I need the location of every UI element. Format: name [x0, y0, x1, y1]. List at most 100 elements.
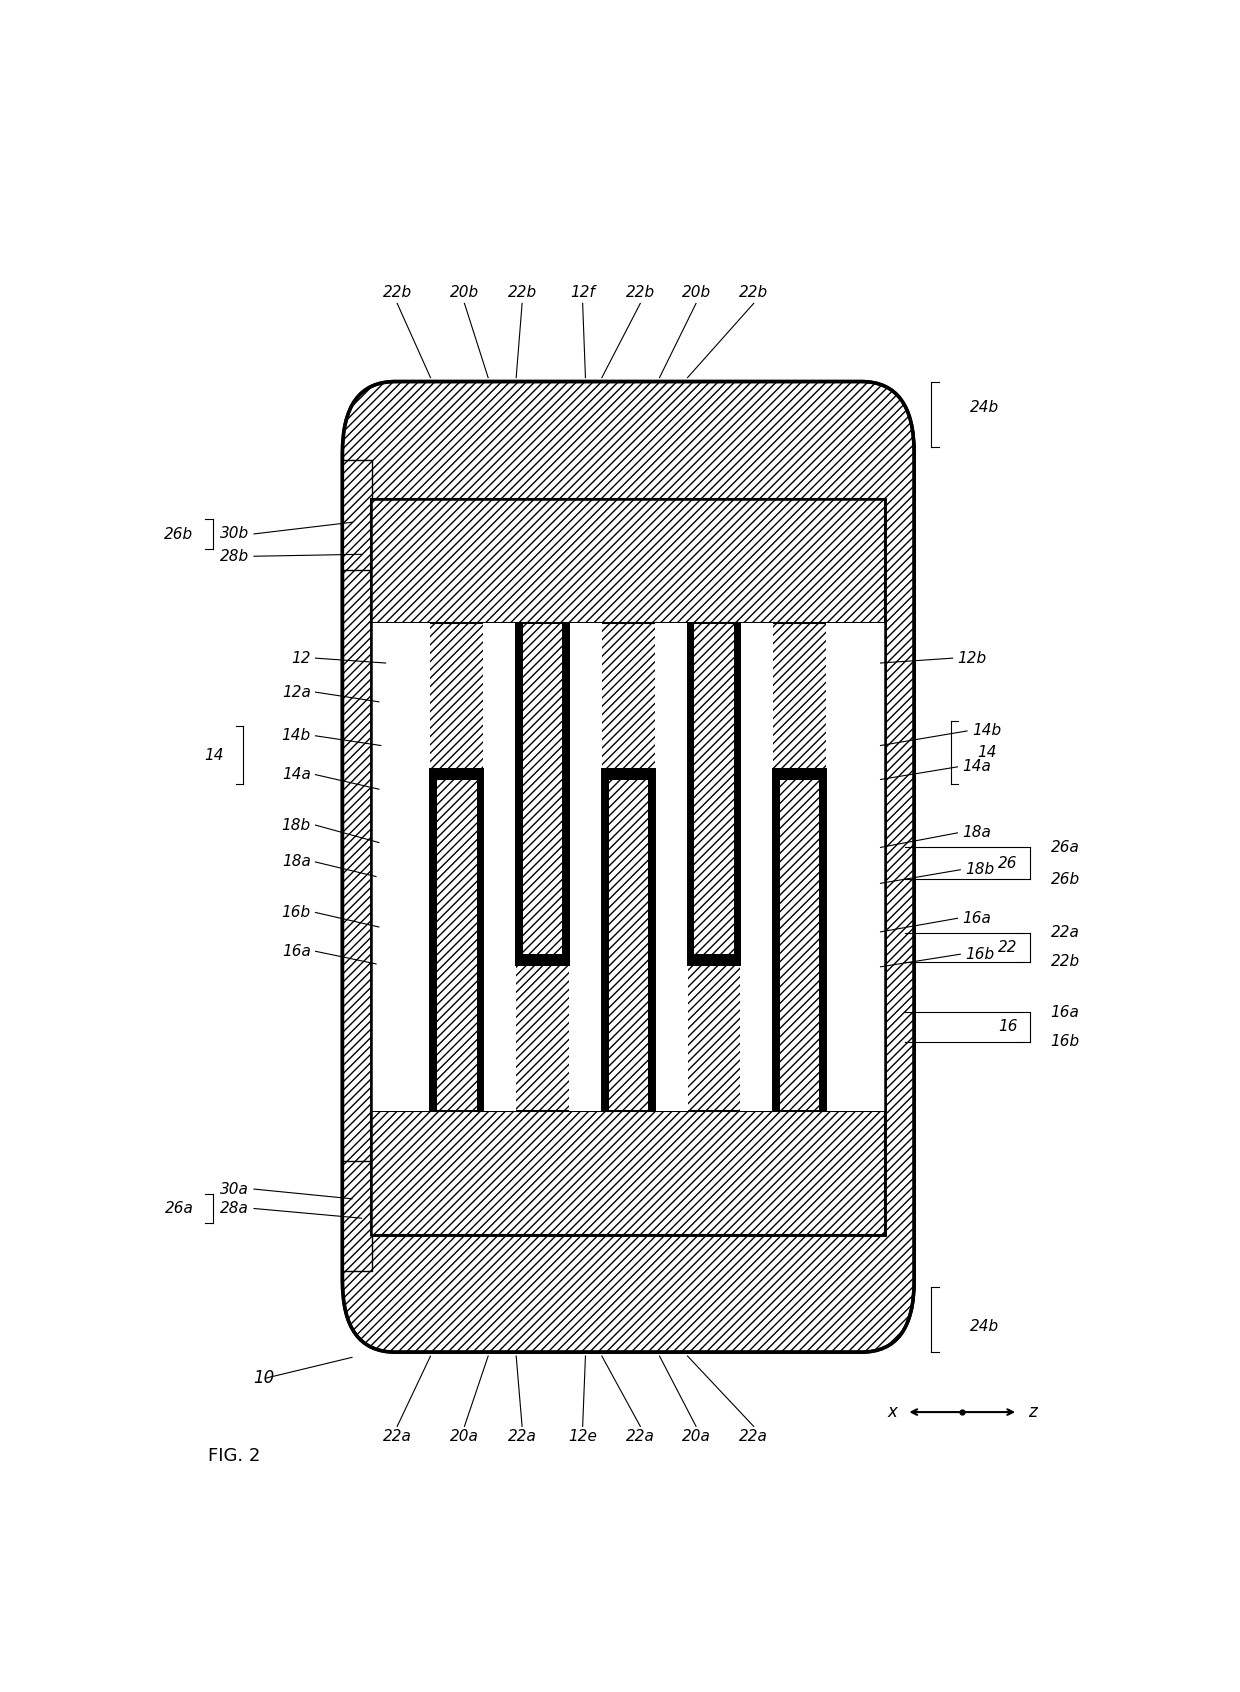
Bar [649, 770, 655, 1112]
Bar [774, 770, 826, 780]
Text: 14b: 14b [972, 724, 1001, 738]
Bar [820, 770, 826, 1112]
Bar [562, 623, 569, 964]
Text: 20a: 20a [450, 1430, 479, 1445]
Bar [371, 499, 885, 1235]
Text: 16: 16 [998, 1020, 1017, 1034]
Text: 26a: 26a [1050, 839, 1080, 854]
Bar [687, 623, 694, 964]
Text: 14: 14 [205, 748, 224, 763]
Text: x: x [887, 1403, 897, 1421]
Text: 22b: 22b [1050, 954, 1080, 970]
Bar [774, 770, 780, 1112]
Text: 28a: 28a [221, 1201, 249, 1217]
Text: 12: 12 [291, 651, 311, 665]
Bar [609, 780, 649, 1112]
Text: 28b: 28b [219, 548, 249, 563]
Bar [523, 623, 562, 954]
Text: 22a: 22a [626, 1430, 655, 1445]
Bar [342, 1161, 372, 1271]
Text: 24b: 24b [970, 399, 999, 415]
Bar [601, 770, 655, 1112]
Text: 30b: 30b [219, 526, 249, 541]
Bar [694, 623, 734, 954]
Bar [734, 623, 740, 964]
Bar [371, 499, 885, 623]
Bar [774, 770, 826, 1112]
Text: 30a: 30a [221, 1181, 249, 1196]
Text: 24b: 24b [970, 1318, 999, 1333]
Text: FIG. 2: FIG. 2 [208, 1447, 260, 1465]
Bar [371, 499, 885, 623]
Bar [371, 1112, 885, 1235]
Bar [371, 1112, 885, 1235]
Bar [687, 623, 740, 964]
FancyBboxPatch shape [342, 381, 914, 1352]
Bar [516, 623, 523, 964]
Bar [516, 954, 569, 964]
Bar [430, 770, 484, 780]
Bar [371, 499, 885, 1235]
Text: 16a: 16a [281, 944, 311, 959]
Bar [371, 499, 885, 623]
Bar [687, 954, 740, 964]
Text: 26b: 26b [165, 526, 193, 541]
Bar [516, 623, 569, 964]
Text: 22a: 22a [507, 1430, 537, 1445]
Bar [655, 623, 687, 1112]
Bar [438, 780, 476, 1112]
Bar [740, 623, 774, 1112]
Text: 22b: 22b [507, 286, 537, 301]
Text: 14a: 14a [962, 760, 991, 775]
Bar [569, 623, 601, 1112]
Text: 14a: 14a [281, 766, 311, 782]
Bar [687, 954, 740, 964]
Bar [430, 770, 484, 1112]
Text: 12b: 12b [957, 651, 987, 665]
Text: 22a: 22a [383, 1430, 412, 1445]
Bar [371, 1112, 885, 1235]
Bar [430, 770, 484, 1112]
Text: 18a: 18a [281, 854, 311, 870]
Text: 16a: 16a [962, 910, 991, 926]
Text: 20a: 20a [682, 1430, 711, 1445]
Bar [609, 780, 649, 1112]
Text: 20b: 20b [682, 286, 711, 301]
Text: 16b: 16b [1050, 1034, 1080, 1049]
Bar [826, 623, 885, 1112]
Bar [687, 623, 740, 964]
Bar [601, 770, 609, 1112]
Text: 22a: 22a [739, 1430, 768, 1445]
Text: 14: 14 [977, 744, 997, 760]
Text: 12a: 12a [281, 685, 311, 699]
Bar [780, 780, 820, 1112]
Text: 12e: 12e [568, 1430, 598, 1445]
Bar [430, 770, 484, 780]
Bar [774, 770, 826, 1112]
Bar [484, 623, 516, 1112]
Bar [780, 780, 820, 1112]
Text: 18b: 18b [281, 817, 311, 832]
Text: 18b: 18b [965, 863, 994, 876]
Text: 18a: 18a [962, 826, 991, 841]
Text: 16a: 16a [1050, 1005, 1080, 1020]
Text: 14b: 14b [281, 728, 311, 743]
Bar [523, 623, 562, 954]
Bar [516, 623, 523, 964]
Text: 16b: 16b [965, 948, 994, 961]
Bar [774, 770, 780, 1112]
Bar [649, 770, 655, 1112]
Bar [516, 954, 569, 964]
Bar [562, 623, 569, 964]
Bar [601, 770, 655, 1112]
Text: 26: 26 [998, 856, 1017, 871]
Bar [476, 770, 484, 1112]
Text: 22a: 22a [1050, 926, 1080, 941]
Bar [476, 770, 484, 1112]
Bar [601, 770, 655, 780]
Text: z: z [1028, 1403, 1037, 1421]
Text: 22b: 22b [626, 286, 655, 301]
Bar [430, 770, 438, 1112]
Bar [516, 623, 569, 964]
Bar [371, 499, 885, 1235]
